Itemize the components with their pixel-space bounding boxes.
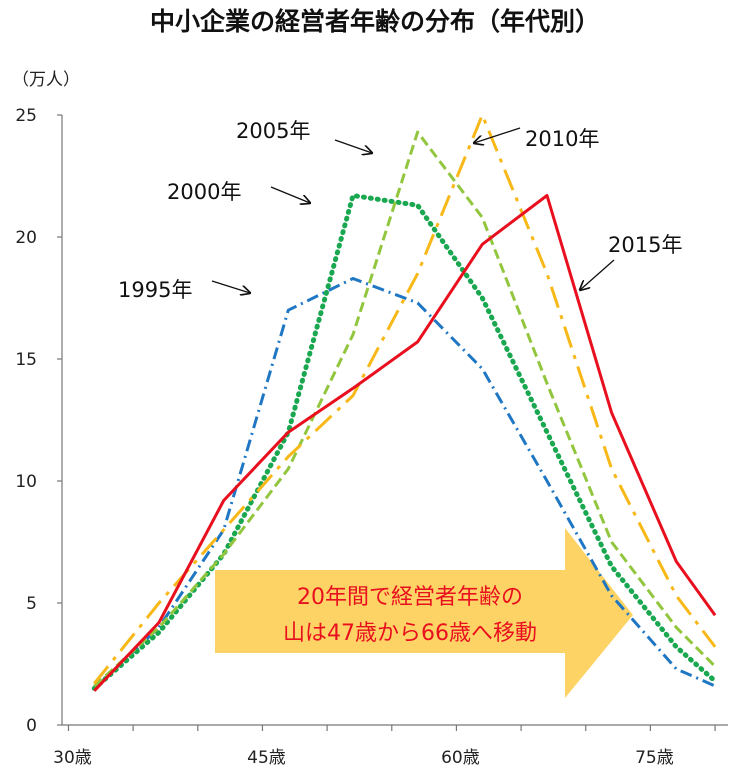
label-2010: 2010年	[525, 127, 599, 151]
x-tick-label: 75歳	[635, 748, 674, 768]
y-tick-label: 25	[15, 106, 37, 126]
x-tick-label: 45歳	[247, 748, 286, 768]
pointer-2010	[474, 127, 521, 143]
y-tick-label: 10	[15, 472, 37, 492]
x-tick-label: 30歳	[53, 748, 92, 768]
series-line-2010	[93, 113, 717, 685]
y-tick-label: 20	[15, 228, 37, 248]
pointer-2015	[580, 259, 615, 290]
axes	[61, 115, 728, 726]
y-tick-label: 5	[26, 594, 37, 614]
label-2000: 2000年	[167, 180, 241, 204]
y-unit-label: （万人）	[12, 70, 80, 90]
series-line-2005	[93, 130, 717, 688]
chart-title: 中小企業の経営者年齢の分布（年代別）	[150, 7, 600, 36]
y-ticks: 0 5 10 15 20 25	[15, 106, 62, 736]
y-tick-label: 0	[26, 716, 37, 736]
pointer-1995	[211, 280, 250, 293]
x-tick-label: 60歳	[441, 748, 480, 768]
series-labels: 1995年 2000年 2005年 2010年 2015年	[118, 119, 682, 302]
series-line-1995	[93, 277, 716, 690]
label-1995: 1995年	[118, 278, 192, 302]
series-line-2015	[93, 194, 717, 692]
shift-annotation: 20年間で経営者年齢の 山は47歳から66歳へ移動	[215, 528, 633, 698]
x-ticks: 30歳 45歳 60歳 75歳	[53, 725, 716, 768]
pointer-2005	[334, 139, 372, 153]
label-2015: 2015年	[608, 233, 682, 257]
y-tick-label: 15	[15, 350, 37, 370]
label-2005: 2005年	[236, 119, 310, 143]
shift-arrow-shape	[215, 528, 633, 698]
shift-note-line1: 20年間で経営者年齢の	[297, 585, 523, 610]
shift-note-line2: 山は47歳から66歳へ移動	[283, 621, 537, 646]
series-lines	[91, 113, 718, 692]
pointer-2000	[270, 186, 310, 203]
